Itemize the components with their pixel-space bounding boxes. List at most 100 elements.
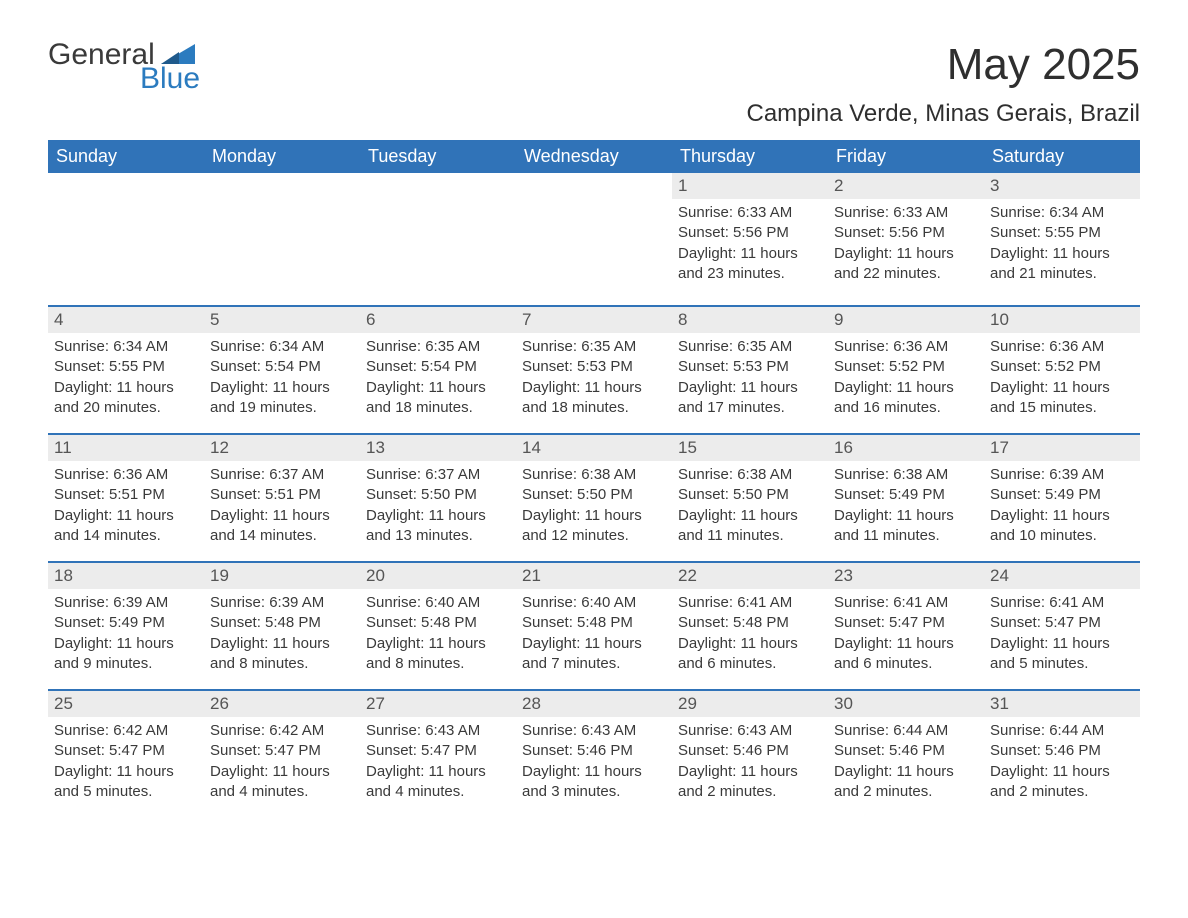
daylight-text: Daylight: 11 hours and 2 minutes. — [990, 762, 1134, 803]
calendar-cell: 3Sunrise: 6:34 AMSunset: 5:55 PMDaylight… — [984, 173, 1140, 305]
calendar-table: SundayMondayTuesdayWednesdayThursdayFrid… — [48, 140, 1140, 817]
sunrise-text: Sunrise: 6:36 AM — [54, 465, 198, 485]
day-number: 13 — [360, 433, 516, 461]
day-details: Sunrise: 6:38 AMSunset: 5:50 PMDaylight:… — [516, 461, 672, 552]
daylight-text: Daylight: 11 hours and 5 minutes. — [990, 634, 1134, 675]
day-number: 10 — [984, 305, 1140, 333]
calendar-cell: 15Sunrise: 6:38 AMSunset: 5:50 PMDayligh… — [672, 433, 828, 561]
day-details: Sunrise: 6:39 AMSunset: 5:48 PMDaylight:… — [204, 589, 360, 680]
day-details: Sunrise: 6:43 AMSunset: 5:46 PMDaylight:… — [672, 717, 828, 808]
sunrise-text: Sunrise: 6:33 AM — [834, 203, 978, 223]
calendar-cell: 4Sunrise: 6:34 AMSunset: 5:55 PMDaylight… — [48, 305, 204, 433]
sunrise-text: Sunrise: 6:34 AM — [54, 337, 198, 357]
calendar-cell: 30Sunrise: 6:44 AMSunset: 5:46 PMDayligh… — [828, 689, 984, 817]
day-number: 15 — [672, 433, 828, 461]
sunset-text: Sunset: 5:47 PM — [210, 741, 354, 761]
daylight-text: Daylight: 11 hours and 10 minutes. — [990, 506, 1134, 547]
daylight-text: Daylight: 11 hours and 13 minutes. — [366, 506, 510, 547]
day-details: Sunrise: 6:33 AMSunset: 5:56 PMDaylight:… — [828, 199, 984, 290]
daylight-text: Daylight: 11 hours and 18 minutes. — [522, 378, 666, 419]
calendar-cell: 17Sunrise: 6:39 AMSunset: 5:49 PMDayligh… — [984, 433, 1140, 561]
calendar-cell: 18Sunrise: 6:39 AMSunset: 5:49 PMDayligh… — [48, 561, 204, 689]
day-number: 5 — [204, 305, 360, 333]
day-details: Sunrise: 6:38 AMSunset: 5:50 PMDaylight:… — [672, 461, 828, 552]
day-number: 2 — [828, 173, 984, 199]
sunrise-text: Sunrise: 6:38 AM — [522, 465, 666, 485]
calendar-cell: 29Sunrise: 6:43 AMSunset: 5:46 PMDayligh… — [672, 689, 828, 817]
day-header-row: SundayMondayTuesdayWednesdayThursdayFrid… — [48, 140, 1140, 173]
sunset-text: Sunset: 5:47 PM — [990, 613, 1134, 633]
day-details: Sunrise: 6:36 AMSunset: 5:52 PMDaylight:… — [828, 333, 984, 424]
calendar-cell: 26 Sunrise: 6:42 AMSunset: 5:47 PMDayligh… — [204, 689, 360, 817]
day-number: 29 — [672, 689, 828, 717]
calendar-cell — [360, 173, 516, 305]
day-number: 23 — [828, 561, 984, 589]
sunset-text: Sunset: 5:51 PM — [54, 485, 198, 505]
sunset-text: Sunset: 5:47 PM — [834, 613, 978, 633]
sunset-text: Sunset: 5:47 PM — [54, 741, 198, 761]
daylight-text: Daylight: 11 hours and 4 minutes. — [210, 762, 354, 803]
sunrise-text: Sunrise: 6:42 AM — [210, 721, 354, 741]
logo: General Blue — [48, 40, 200, 94]
day-number: 19 — [204, 561, 360, 589]
daylight-text: Daylight: 11 hours and 12 minutes. — [522, 506, 666, 547]
daylight-text: Daylight: 11 hours and 11 minutes. — [834, 506, 978, 547]
day-details: Sunrise: 6:41 AMSunset: 5:47 PMDaylight:… — [828, 589, 984, 680]
day-header: Thursday — [672, 140, 828, 173]
day-number: 16 — [828, 433, 984, 461]
sunrise-text: Sunrise: 6:35 AM — [366, 337, 510, 357]
calendar-cell: 20Sunrise: 6:40 AMSunset: 5:48 PMDayligh… — [360, 561, 516, 689]
day-number: 21 — [516, 561, 672, 589]
day-number: 25 — [48, 689, 204, 717]
sunrise-text: Sunrise: 6:41 AM — [834, 593, 978, 613]
day-details: Sunrise: 6:43 AMSunset: 5:46 PMDaylight:… — [516, 717, 672, 808]
day-number: 8 — [672, 305, 828, 333]
sunset-text: Sunset: 5:46 PM — [990, 741, 1134, 761]
sunrise-text: Sunrise: 6:41 AM — [990, 593, 1134, 613]
daylight-text: Daylight: 11 hours and 9 minutes. — [54, 634, 198, 675]
calendar-cell: 1Sunrise: 6:33 AMSunset: 5:56 PMDaylight… — [672, 173, 828, 305]
sunset-text: Sunset: 5:52 PM — [834, 357, 978, 377]
calendar-cell: 28Sunrise: 6:43 AMSunset: 5:46 PMDayligh… — [516, 689, 672, 817]
day-details: Sunrise: 6:38 AMSunset: 5:49 PMDaylight:… — [828, 461, 984, 552]
sunrise-text: Sunrise: 6:37 AM — [366, 465, 510, 485]
sunrise-text: Sunrise: 6:39 AM — [54, 593, 198, 613]
daylight-text: Daylight: 11 hours and 7 minutes. — [522, 634, 666, 675]
sunrise-text: Sunrise: 6:36 AM — [834, 337, 978, 357]
daylight-text: Daylight: 11 hours and 21 minutes. — [990, 244, 1134, 285]
sunrise-text: Sunrise: 6:34 AM — [210, 337, 354, 357]
location-text: Campina Verde, Minas Gerais, Brazil — [48, 100, 1140, 128]
sunset-text: Sunset: 5:53 PM — [522, 357, 666, 377]
daylight-text: Daylight: 11 hours and 2 minutes. — [834, 762, 978, 803]
sunset-text: Sunset: 5:46 PM — [834, 741, 978, 761]
logo-blue-text: Blue — [140, 64, 200, 94]
calendar-cell: 2Sunrise: 6:33 AMSunset: 5:56 PMDaylight… — [828, 173, 984, 305]
daylight-text: Daylight: 11 hours and 14 minutes. — [210, 506, 354, 547]
day-number: 3 — [984, 173, 1140, 199]
day-details: Sunrise: 6:37 AMSunset: 5:51 PMDaylight:… — [204, 461, 360, 552]
calendar-cell: 14Sunrise: 6:38 AMSunset: 5:50 PMDayligh… — [516, 433, 672, 561]
calendar-cell: 24Sunrise: 6:41 AMSunset: 5:47 PMDayligh… — [984, 561, 1140, 689]
daylight-text: Daylight: 11 hours and 18 minutes. — [366, 378, 510, 419]
calendar-cell: 13Sunrise: 6:37 AMSunset: 5:50 PMDayligh… — [360, 433, 516, 561]
sunset-text: Sunset: 5:51 PM — [210, 485, 354, 505]
daylight-text: Daylight: 11 hours and 3 minutes. — [522, 762, 666, 803]
sunset-text: Sunset: 5:49 PM — [990, 485, 1134, 505]
sunset-text: Sunset: 5:48 PM — [210, 613, 354, 633]
sunrise-text: Sunrise: 6:34 AM — [990, 203, 1134, 223]
day-details: Sunrise: 6:41 AMSunset: 5:47 PMDaylight:… — [984, 589, 1140, 680]
day-number: 26 — [204, 689, 360, 717]
day-number: 28 — [516, 689, 672, 717]
sunset-text: Sunset: 5:53 PM — [678, 357, 822, 377]
sunset-text: Sunset: 5:50 PM — [678, 485, 822, 505]
day-number: 11 — [48, 433, 204, 461]
sunset-text: Sunset: 5:46 PM — [522, 741, 666, 761]
daylight-text: Daylight: 11 hours and 8 minutes. — [210, 634, 354, 675]
calendar-cell: 22Sunrise: 6:41 AMSunset: 5:48 PMDayligh… — [672, 561, 828, 689]
calendar-cell: 5Sunrise: 6:34 AMSunset: 5:54 PMDaylight… — [204, 305, 360, 433]
calendar-cell: 21Sunrise: 6:40 AMSunset: 5:48 PMDayligh… — [516, 561, 672, 689]
day-number: 7 — [516, 305, 672, 333]
sunset-text: Sunset: 5:56 PM — [834, 223, 978, 243]
calendar-cell: 19Sunrise: 6:39 AMSunset: 5:48 PMDayligh… — [204, 561, 360, 689]
sunset-text: Sunset: 5:54 PM — [210, 357, 354, 377]
